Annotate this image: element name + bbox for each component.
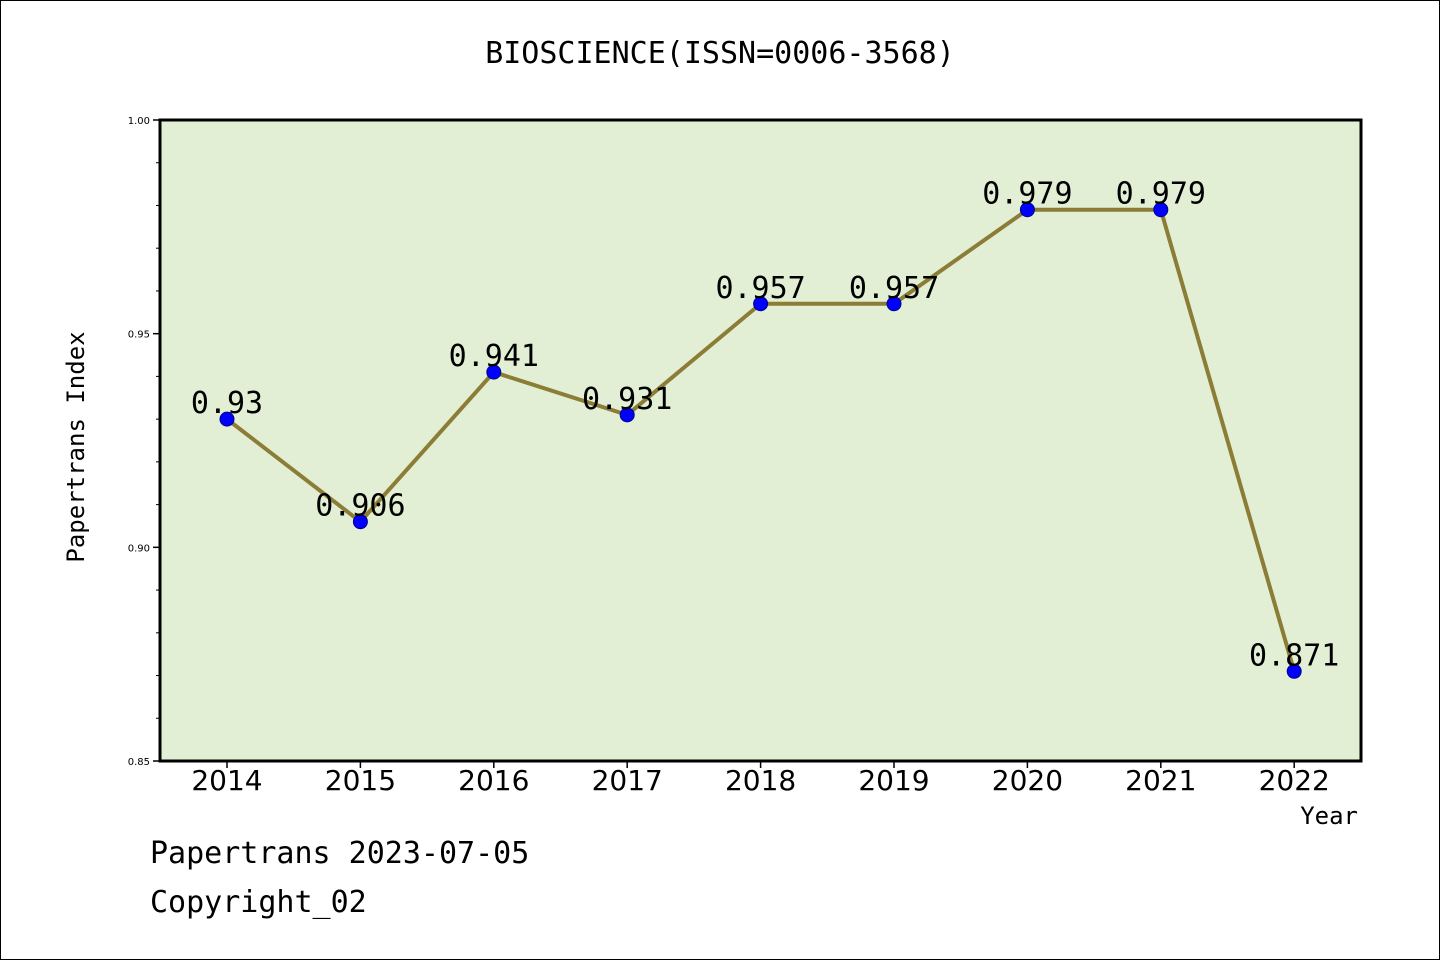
y-tick-label: 0.85 xyxy=(128,757,150,768)
data-point xyxy=(219,411,235,427)
x-tick-label: 2017 xyxy=(592,764,663,797)
x-tick-label: 2015 xyxy=(325,764,396,797)
x-axis-label: Year xyxy=(1300,802,1358,830)
data-point xyxy=(886,296,902,312)
x-tick-label: 2019 xyxy=(858,764,929,797)
data-point xyxy=(1286,663,1302,679)
data-label: 0.957 xyxy=(849,271,939,306)
x-tick-label: 2016 xyxy=(458,764,529,797)
y-tick-label: 0.95 xyxy=(128,330,150,341)
x-tick-label: 2018 xyxy=(725,764,796,797)
data-point xyxy=(486,364,502,380)
footer-date: Papertrans 2023-07-05 xyxy=(150,836,530,871)
axis-ticks: 0.85 0.90 0.95 1.00 2014 2015 2016 2017 2018 2019… xyxy=(128,116,1330,797)
data-label: 0.931 xyxy=(582,382,672,417)
data-label: 0.906 xyxy=(315,489,405,524)
x-tick-label: 2022 xyxy=(1259,764,1330,797)
plot-border xyxy=(158,118,1363,763)
plot-area xyxy=(160,120,1361,761)
data-label: 0.941 xyxy=(449,339,539,374)
data-label: 0.871 xyxy=(1249,638,1339,673)
footer-copyright: Copyright_02 xyxy=(150,885,367,920)
x-tick-label: 2020 xyxy=(992,764,1063,797)
data-point xyxy=(1019,202,1035,218)
x-tick-label: 2021 xyxy=(1125,764,1196,797)
y-tick-label: 1.00 xyxy=(128,116,150,127)
data-point xyxy=(753,296,769,312)
data-point xyxy=(1153,202,1169,218)
x-tick-label: 2014 xyxy=(191,764,262,797)
series-layer xyxy=(219,202,1302,679)
chart-title: BIOSCIENCE(ISSN=0006-3568) xyxy=(485,36,955,71)
data-label: 0.957 xyxy=(715,271,805,306)
data-label: 0.979 xyxy=(982,177,1072,212)
data-point xyxy=(619,407,635,423)
data-labels: 0.93 0.906 0.941 0.931 0.957 0.957 0.979 0.979 0… xyxy=(191,177,1339,674)
y-tick-label: 0.90 xyxy=(128,543,150,554)
data-label: 0.93 xyxy=(191,386,263,421)
data-point xyxy=(352,514,368,530)
data-label: 0.979 xyxy=(1116,177,1206,212)
